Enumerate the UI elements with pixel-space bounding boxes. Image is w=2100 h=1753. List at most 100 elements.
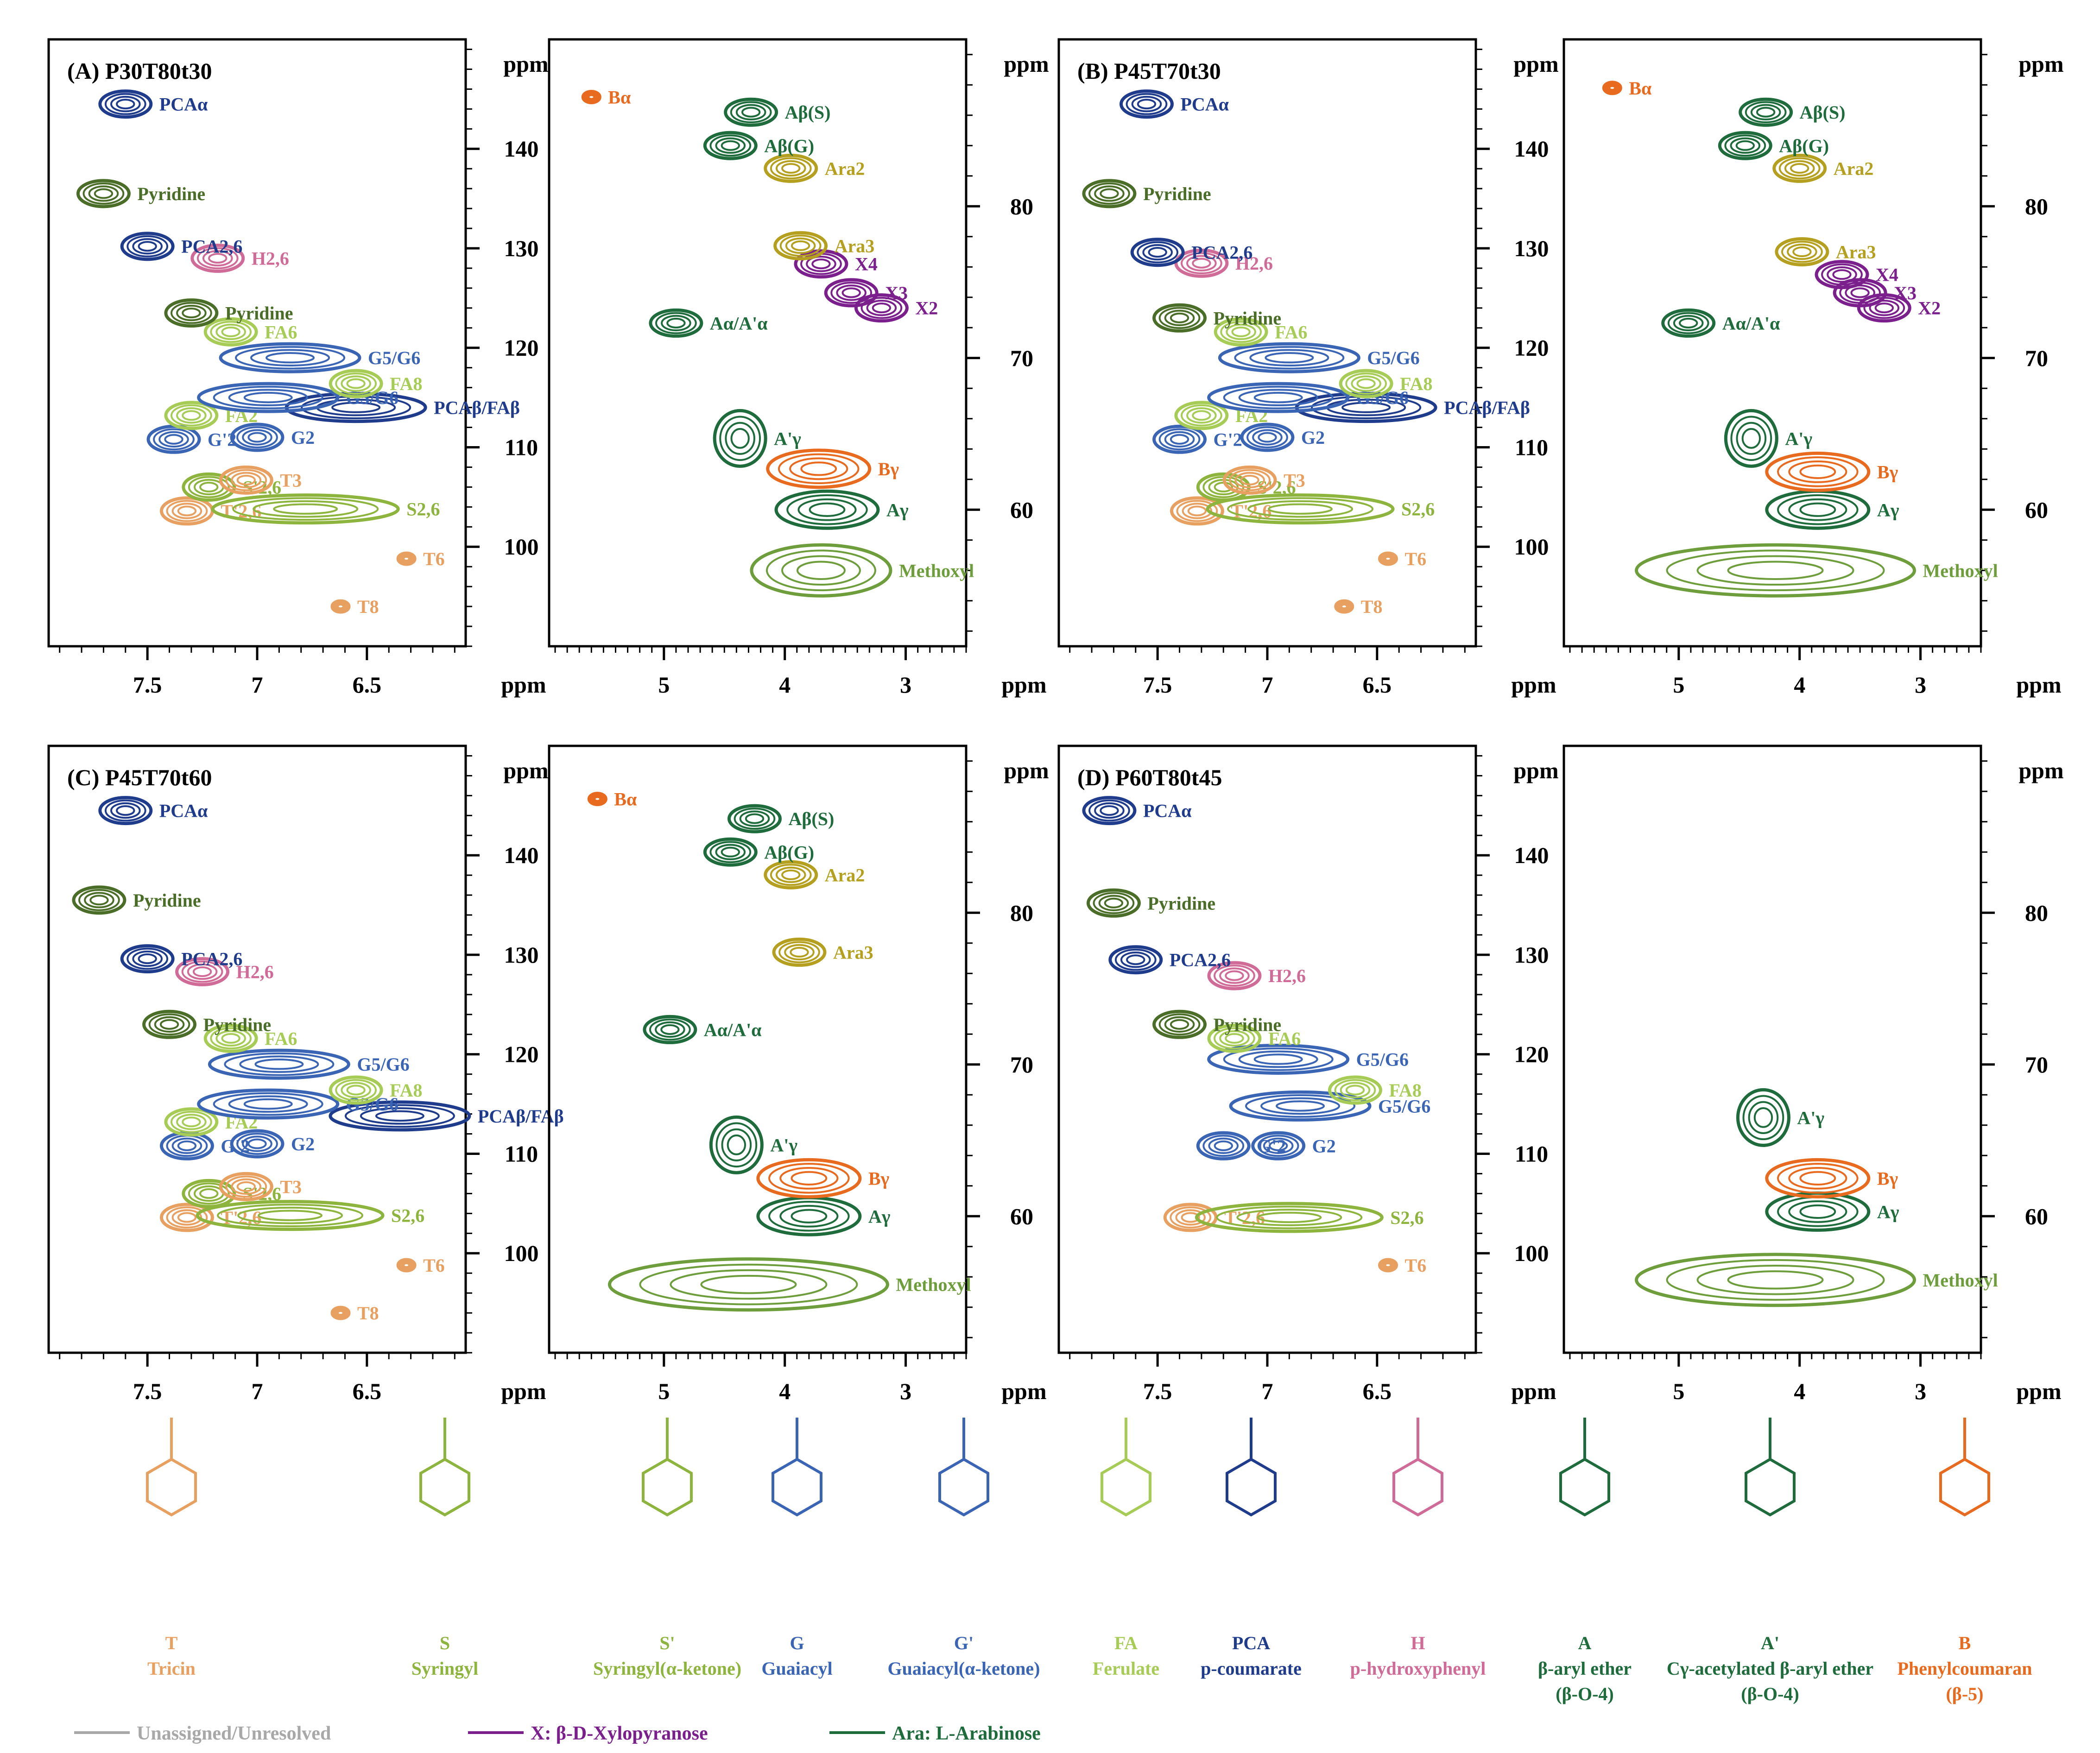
- peak-label: Ara2: [825, 864, 865, 885]
- peak-contour: [1268, 1140, 1288, 1151]
- peak-contour: [1341, 402, 1391, 413]
- peak-contour: [182, 308, 201, 319]
- y-tick-label: 130: [504, 235, 539, 261]
- peak-contour: [329, 1075, 383, 1105]
- x-tick-label: 6.5: [1363, 1378, 1392, 1404]
- peak-contour: [1678, 317, 1698, 328]
- peak-contour: [1246, 426, 1288, 448]
- peak-contour: [588, 94, 595, 100]
- peak-contour: [1378, 551, 1398, 566]
- structure-name: p-coumarate: [1201, 1658, 1302, 1679]
- plot-frame: [548, 744, 968, 1354]
- peak-contour: [242, 1135, 272, 1152]
- peak-contour: [709, 134, 752, 157]
- peak-contour: [138, 953, 157, 965]
- peak-t8: T8: [330, 596, 379, 617]
- peak-contour: [1384, 1262, 1392, 1268]
- peak-contour: [224, 1052, 335, 1076]
- peak-label: Bα: [614, 789, 637, 810]
- peak-contour: [773, 231, 828, 260]
- peak-contour: [1845, 284, 1875, 301]
- peak-contour: [1196, 1131, 1251, 1160]
- y-tick-label: 140: [504, 842, 539, 868]
- peak-contour: [1192, 258, 1211, 269]
- peak-contour: [104, 93, 146, 115]
- peak-contour: [341, 1082, 371, 1098]
- peak-contour: [1784, 160, 1815, 177]
- peak-contour: [219, 1172, 273, 1201]
- x-tick-label: 4: [1794, 672, 1805, 698]
- peak-contour: [1787, 243, 1817, 260]
- peak-contour: [1778, 157, 1821, 180]
- peak-a: A'γ: [1724, 409, 1812, 468]
- peak-contour: [228, 389, 308, 406]
- peak-label: Aβ(G): [1779, 135, 1829, 156]
- peak-contour: [203, 317, 258, 347]
- peak-contour: [243, 1098, 293, 1110]
- structure-code: S': [659, 1633, 675, 1653]
- peak-label: PCA2,6: [1170, 950, 1231, 971]
- peak-contour: [811, 259, 831, 270]
- peak-contour: [1098, 895, 1129, 911]
- peak-contour: [1661, 308, 1716, 338]
- peak-contour: [192, 966, 212, 977]
- peak-label: T8: [1361, 596, 1383, 617]
- peak-label: S2,6: [1401, 499, 1435, 520]
- peak-contour: [170, 1110, 212, 1133]
- peak-label: G2: [291, 1134, 315, 1154]
- peak-methoxyl: Methoxyl: [607, 1257, 971, 1312]
- peak-x2: X2: [854, 293, 938, 323]
- peak-contour: [1736, 422, 1767, 455]
- panel-4: 5 4 3 ppm 60 70 80 ppm Methoxyl Aγ Bγ A'γ Aα/A'α X2X3…: [1562, 38, 2064, 698]
- peak-contour: [770, 157, 812, 180]
- peak-contour: [196, 1200, 385, 1231]
- x-tick-label: 5: [1673, 672, 1684, 698]
- peak-contour: [1229, 1090, 1372, 1122]
- peak-contour: [781, 163, 801, 174]
- peak-contour: [88, 185, 119, 202]
- peak-label: S2,6: [391, 1205, 424, 1226]
- peak-contour: [727, 1134, 746, 1155]
- y-tick-label: 70: [1010, 1052, 1033, 1078]
- peak-a-g: Aβ(G): [703, 131, 814, 160]
- peak-contour: [330, 599, 351, 614]
- peak-label: PCAα: [1143, 801, 1192, 821]
- peak-contour: [158, 431, 189, 448]
- structure-g: G Guaiacyl: [761, 1418, 833, 1679]
- plot-frame: [548, 38, 968, 648]
- peak-contour: [1186, 255, 1217, 271]
- structure-code: G: [790, 1633, 804, 1653]
- peak-fa6: FA6: [203, 317, 297, 347]
- peak-fa8: FA8: [1339, 369, 1433, 398]
- aromatic-ring-glyph: [1392, 1457, 1443, 1517]
- peak-contour: [335, 1309, 347, 1317]
- panel-title: (B) P45T70t30: [1077, 58, 1221, 84]
- peak-contour: [396, 551, 417, 566]
- peak-pyridine: Pyridine: [1082, 179, 1211, 208]
- peak-label: Ara3: [835, 235, 875, 256]
- peak-label: G'2: [1214, 429, 1242, 450]
- peak-label: FA6: [1275, 322, 1307, 342]
- peak-label: Methoxyl: [1923, 1270, 1998, 1291]
- peak-contour: [196, 247, 239, 270]
- peak-contour: [1208, 1137, 1239, 1154]
- peak-contour: [1799, 1204, 1836, 1219]
- peak-contour: [1742, 1095, 1784, 1141]
- peak-b: Bα: [581, 87, 631, 107]
- peak-contour: [1730, 137, 1761, 154]
- peak-contour: [715, 844, 746, 860]
- peak-contour: [586, 93, 597, 101]
- peak-b: Bγ: [1765, 1158, 1898, 1198]
- panel-7: (D) P60T80t45 7.5 7 6.5 ppm 100 110 120 130 140 pp…: [1057, 744, 1559, 1404]
- peak-contour: [1821, 263, 1863, 286]
- peak-contour: [132, 238, 163, 255]
- x-tick-label: 6.5: [1363, 672, 1392, 698]
- peak-contour: [1234, 472, 1265, 489]
- peak-contour: [329, 1100, 471, 1132]
- peak-contour: [727, 804, 782, 833]
- peak-x3: X3: [824, 278, 908, 308]
- aromatic-ring-glyph: [1745, 1457, 1796, 1517]
- peak-contour: [1137, 99, 1157, 110]
- peak-contour: [1772, 153, 1827, 183]
- peak-contour: [1765, 1158, 1871, 1198]
